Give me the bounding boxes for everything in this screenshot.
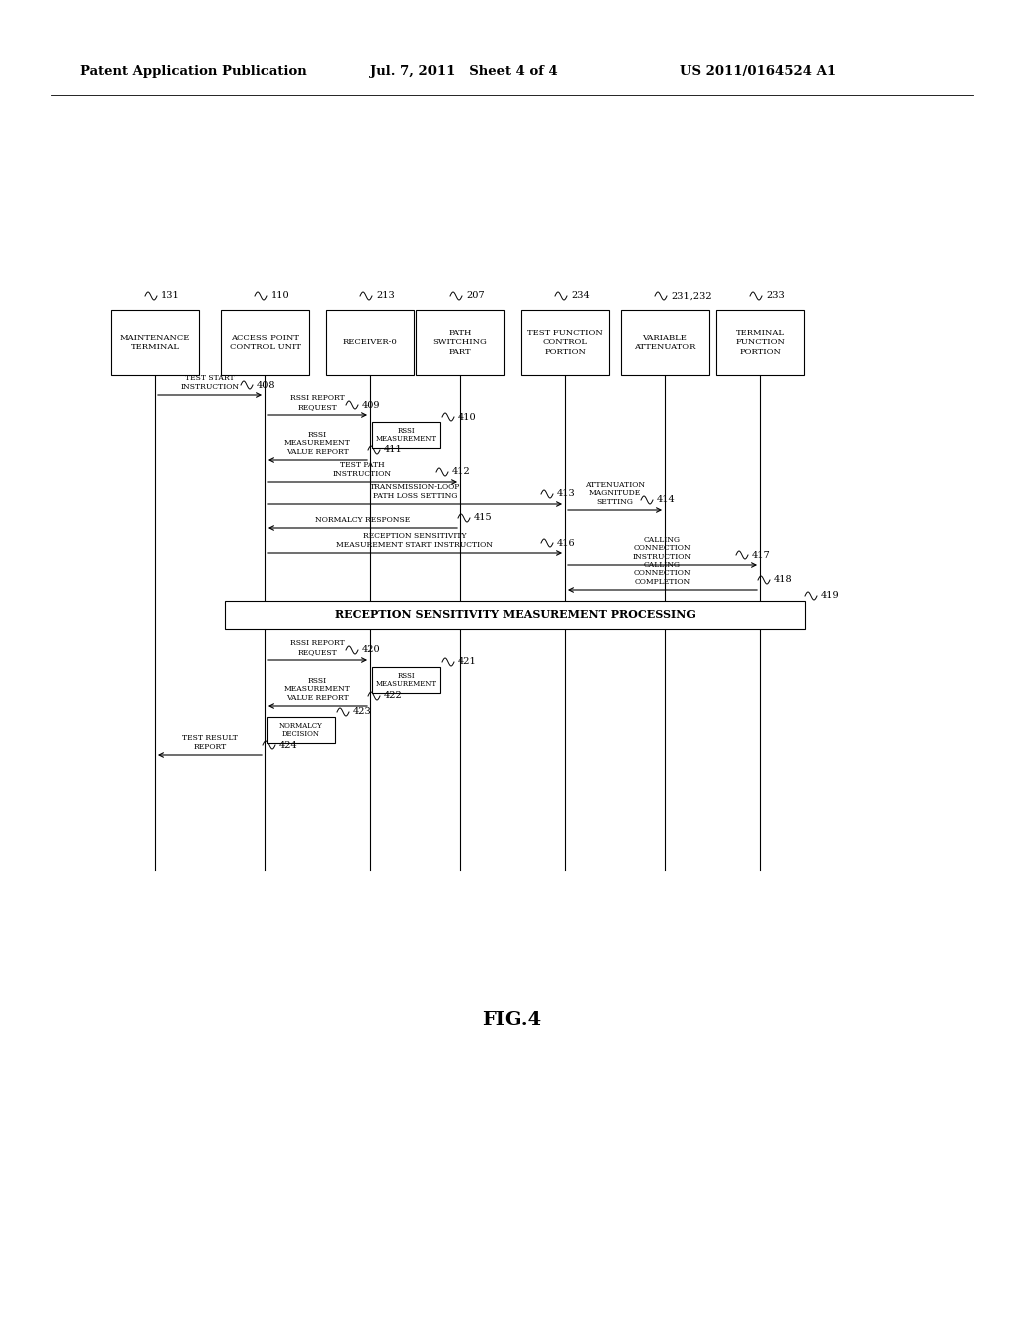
Bar	[521, 310, 609, 375]
Text: NORMALCY RESPONSE: NORMALCY RESPONSE	[314, 516, 411, 524]
Text: 231,232: 231,232	[671, 292, 712, 301]
Text: FIG.4: FIG.4	[482, 1011, 542, 1030]
Text: 131: 131	[161, 292, 180, 301]
Text: 233: 233	[766, 292, 784, 301]
Text: RSSI
MEASUREMENT
VALUE REPORT: RSSI MEASUREMENT VALUE REPORT	[284, 430, 351, 455]
Bar	[326, 310, 414, 375]
Text: 414: 414	[657, 495, 676, 504]
Text: RSSI REPORT
REQUEST: RSSI REPORT REQUEST	[290, 639, 345, 656]
Text: 416: 416	[557, 539, 575, 548]
Text: 423: 423	[353, 708, 372, 717]
Text: 408: 408	[257, 380, 275, 389]
Text: 110: 110	[271, 292, 290, 301]
Text: CALLING
CONNECTION
COMPLETION: CALLING CONNECTION COMPLETION	[634, 561, 691, 586]
Text: 411: 411	[384, 446, 402, 454]
Text: TERMINAL
FUNCTION
PORTION: TERMINAL FUNCTION PORTION	[735, 329, 785, 355]
Text: TEST FUNCTION
CONTROL
PORTION: TEST FUNCTION CONTROL PORTION	[527, 329, 603, 355]
Bar	[621, 310, 709, 375]
Text: 417: 417	[752, 550, 771, 560]
Bar	[416, 310, 504, 375]
Bar	[111, 310, 199, 375]
Text: TRANSMISSION-LOOP
PATH LOSS SETTING: TRANSMISSION-LOOP PATH LOSS SETTING	[370, 483, 460, 500]
Text: 420: 420	[362, 645, 381, 655]
Text: 424: 424	[279, 741, 298, 750]
Text: RECEPTION SENSITIVITY MEASUREMENT PROCESSING: RECEPTION SENSITIVITY MEASUREMENT PROCES…	[335, 610, 695, 620]
Text: ACCESS POINT
CONTROL UNIT: ACCESS POINT CONTROL UNIT	[229, 334, 300, 351]
Bar	[372, 667, 440, 693]
Text: 410: 410	[458, 412, 476, 421]
Text: PATH
SWITCHING
PART: PATH SWITCHING PART	[432, 329, 487, 355]
Text: 421: 421	[458, 657, 477, 667]
Bar	[267, 717, 335, 743]
Text: TEST START
INSTRUCTION: TEST START INSTRUCTION	[180, 375, 240, 391]
Text: Patent Application Publication: Patent Application Publication	[80, 66, 307, 78]
Text: 412: 412	[452, 467, 471, 477]
Text: 422: 422	[384, 692, 402, 701]
Text: 418: 418	[774, 576, 793, 585]
Text: 234: 234	[571, 292, 590, 301]
Text: TEST PATH
INSTRUCTION: TEST PATH INSTRUCTION	[333, 462, 392, 478]
Text: RSSI REPORT
REQUEST: RSSI REPORT REQUEST	[290, 395, 345, 411]
Text: TEST RESULT
REPORT: TEST RESULT REPORT	[182, 734, 238, 751]
Text: VARIABLE
ATTENUATOR: VARIABLE ATTENUATOR	[634, 334, 695, 351]
Text: US 2011/0164524 A1: US 2011/0164524 A1	[680, 66, 837, 78]
Text: Jul. 7, 2011   Sheet 4 of 4: Jul. 7, 2011 Sheet 4 of 4	[370, 66, 558, 78]
Text: 213: 213	[376, 292, 394, 301]
Text: MAINTENANCE
TERMINAL: MAINTENANCE TERMINAL	[120, 334, 190, 351]
Bar	[225, 601, 805, 630]
Text: 207: 207	[466, 292, 484, 301]
Bar	[221, 310, 309, 375]
Text: 409: 409	[362, 400, 381, 409]
Text: RSSI
MEASUREMENT
VALUE REPORT: RSSI MEASUREMENT VALUE REPORT	[284, 677, 351, 702]
Text: NORMALCY
DECISION: NORMALCY DECISION	[280, 722, 323, 738]
Text: CALLING
CONNECTION
INSTRUCTION: CALLING CONNECTION INSTRUCTION	[633, 536, 692, 561]
Text: RSSI
MEASUREMENT: RSSI MEASUREMENT	[376, 672, 436, 688]
Text: 419: 419	[821, 591, 840, 601]
Bar	[716, 310, 804, 375]
Text: ATTENUATION
MAGNITUDE
SETTING: ATTENUATION MAGNITUDE SETTING	[585, 480, 645, 506]
Text: 415: 415	[474, 513, 493, 523]
Text: RECEPTION SENSITIVITY
MEASUREMENT START INSTRUCTION: RECEPTION SENSITIVITY MEASUREMENT START …	[337, 532, 494, 549]
Bar	[372, 422, 440, 447]
Text: 413: 413	[557, 490, 575, 499]
Text: RECEIVER-0: RECEIVER-0	[343, 338, 397, 346]
Text: RSSI
MEASUREMENT: RSSI MEASUREMENT	[376, 426, 436, 444]
